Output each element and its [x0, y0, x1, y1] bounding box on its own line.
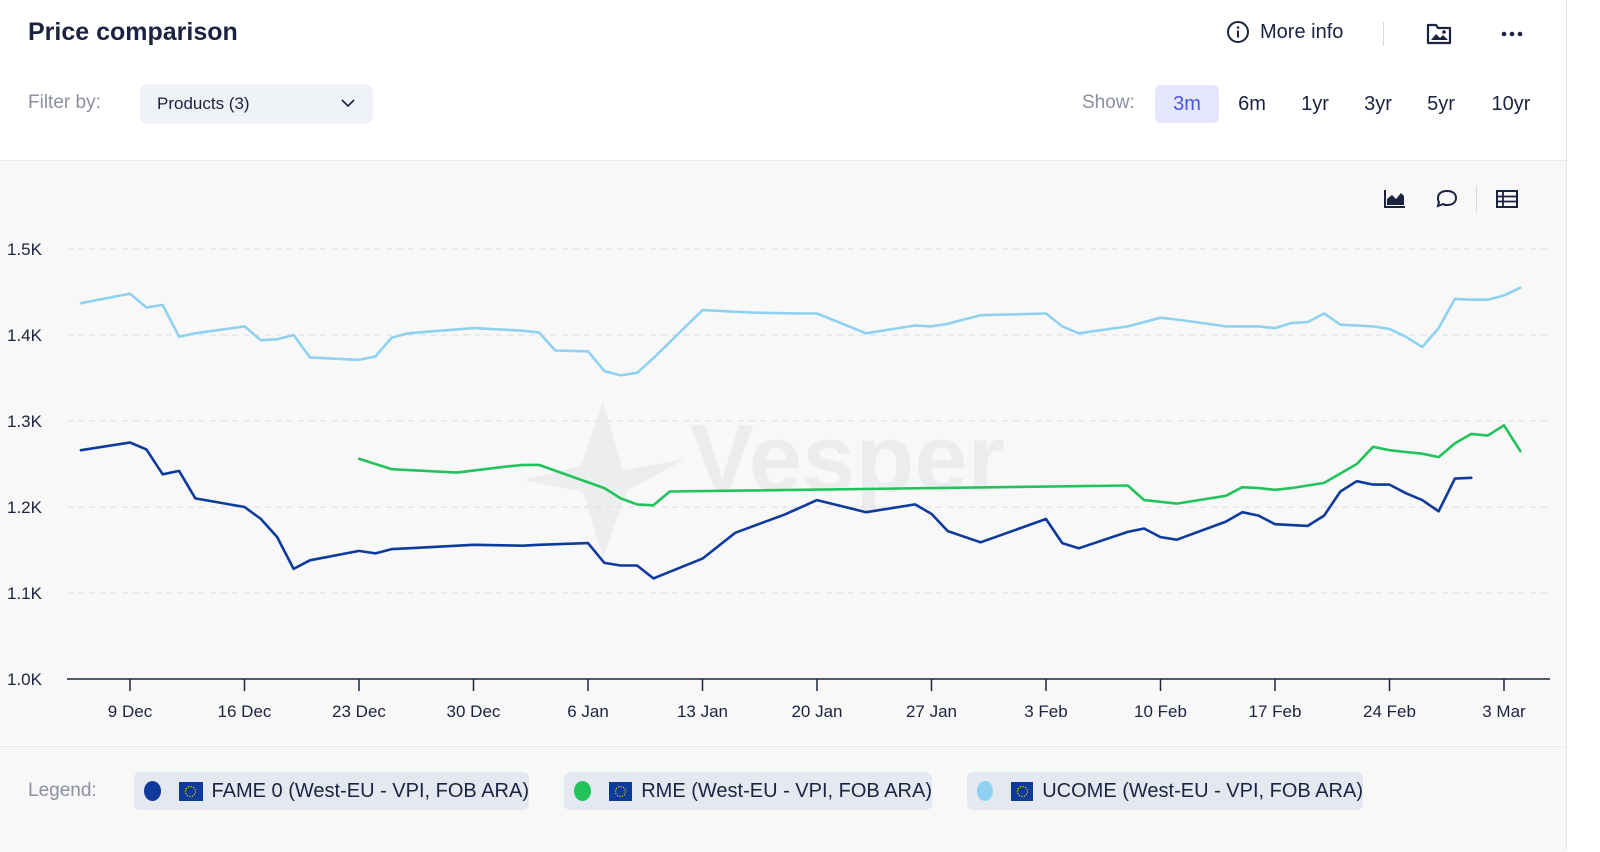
more-info-label: More info [1260, 20, 1344, 43]
x-tick-label: 20 Jan [791, 702, 842, 721]
x-tick-label: 13 Jan [677, 702, 728, 721]
series-color-dot [977, 781, 994, 801]
range-6m-button[interactable]: 6m [1238, 92, 1266, 115]
y-tick-label: 1.0K [7, 670, 43, 689]
legend-chip-3[interactable]: UCOME (West-EU - VPI, FOB ARA) [967, 772, 1363, 810]
products-filter-select[interactable]: Products (3) [140, 84, 373, 124]
chart-type-button[interactable] [1380, 186, 1410, 212]
range-10yr-button[interactable]: 10yr [1491, 92, 1531, 115]
card-header [0, 0, 1566, 161]
legend-item-label: UCOME (West-EU - VPI, FOB ARA) [1042, 779, 1363, 802]
x-tick-label: 3 Mar [1482, 702, 1526, 721]
x-tick-label: 3 Feb [1024, 702, 1067, 721]
vesper-logo-icon [523, 401, 685, 558]
page-title: Price comparison [28, 18, 238, 46]
vesper-watermark: Vesper [523, 401, 1005, 558]
legend-chip-1[interactable]: FAME 0 (West-EU - VPI, FOB ARA) [134, 772, 529, 810]
y-tick-label: 1.5K [7, 240, 43, 259]
chart-tools-divider [1476, 186, 1477, 212]
legend-item-label: RME (West-EU - VPI, FOB ARA) [641, 779, 932, 802]
range-5yr-button[interactable]: 5yr [1427, 92, 1455, 115]
header-divider [1383, 22, 1384, 46]
x-tick-label: 23 Dec [332, 702, 386, 721]
legend-label: Legend: [28, 780, 97, 801]
x-tick-label: 30 Dec [447, 702, 501, 721]
image-icon [1426, 23, 1452, 45]
x-tick-label: 16 Dec [218, 702, 272, 721]
area-chart-icon [1384, 190, 1405, 208]
legend-item-label: FAME 0 (West-EU - VPI, FOB ARA) [211, 779, 529, 802]
x-tick-label: 17 Feb [1249, 702, 1302, 721]
range-1yr-button[interactable]: 1yr [1301, 92, 1329, 115]
series-color-dot [144, 781, 162, 801]
x-tick-label: 27 Jan [906, 702, 957, 721]
series-color-dot [574, 781, 592, 801]
series-line-1[interactable] [79, 441, 1473, 580]
comments-button[interactable] [1432, 186, 1462, 212]
info-icon [1227, 21, 1249, 43]
series-line-3[interactable] [79, 286, 1522, 377]
eu-flag-icon [179, 781, 203, 801]
legend-chip-2[interactable]: RME (West-EU - VPI, FOB ARA) [564, 772, 932, 810]
range-3m-button[interactable]: 3m [1155, 85, 1219, 123]
table-view-button[interactable] [1492, 186, 1522, 212]
x-tick-label: 6 Jan [567, 702, 609, 721]
export-image-button[interactable] [1424, 20, 1454, 48]
table-icon [1496, 190, 1518, 208]
more-horizontal-icon [1501, 31, 1523, 37]
filter-label: Filter by: [28, 92, 101, 113]
products-filter-value: Products (3) [157, 94, 250, 113]
range-3yr-button[interactable]: 3yr [1364, 92, 1392, 115]
eu-flag-icon [1011, 781, 1034, 801]
y-tick-label: 1.2K [7, 498, 43, 517]
y-tick-label: 1.3K [7, 412, 43, 431]
y-tick-label: 1.1K [7, 584, 43, 603]
x-tick-label: 9 Dec [108, 702, 153, 721]
series-line-2[interactable] [357, 423, 1522, 507]
watermark-text: Vesper [690, 405, 1005, 512]
chart-area [0, 161, 1566, 745]
x-tick-label: 24 Feb [1363, 702, 1416, 721]
show-label: Show: [1082, 92, 1135, 113]
more-options-button[interactable] [1498, 20, 1528, 48]
price-line-chart: Vesper 1.0K 1.1K 1.2K 1.3K 1.4K 1.5K 9 Dec 16 … [7, 240, 1550, 721]
more-info-button[interactable]: More info [1226, 20, 1343, 44]
x-tick-label: 10 Feb [1134, 702, 1187, 721]
y-tick-label: 1.4K [7, 326, 43, 345]
comment-icon [1436, 189, 1458, 208]
eu-flag-icon [609, 781, 633, 801]
chevron-down-icon [341, 99, 355, 108]
